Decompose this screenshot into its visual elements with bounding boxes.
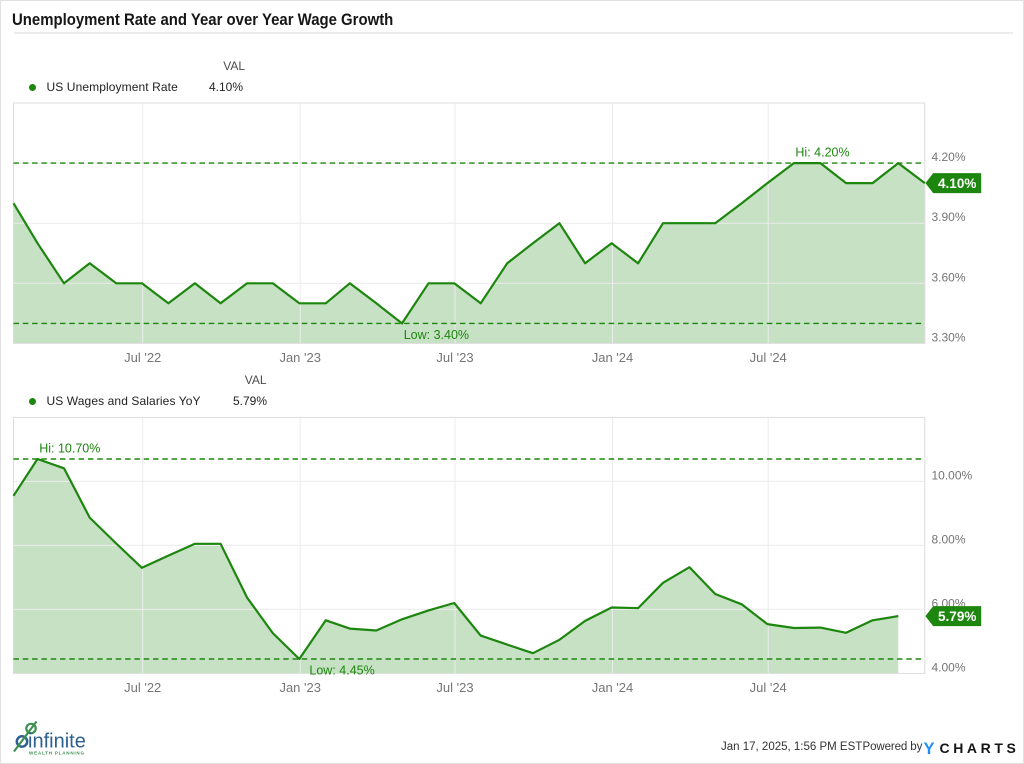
svg-text:Hi: 4.20%: Hi: 4.20% xyxy=(795,146,849,160)
svg-text:Hi: 10.70%: Hi: 10.70% xyxy=(39,442,100,456)
svg-text:4.00%: 4.00% xyxy=(932,660,966,674)
svg-text:8.00%: 8.00% xyxy=(932,532,966,546)
svg-text:10.00%: 10.00% xyxy=(932,468,973,482)
svg-text:Jan '23: Jan '23 xyxy=(279,680,321,695)
svg-text:3.60%: 3.60% xyxy=(932,270,966,284)
svg-text:5.79%: 5.79% xyxy=(938,609,976,624)
svg-text:3.30%: 3.30% xyxy=(932,330,966,344)
svg-text:Jul '24: Jul '24 xyxy=(750,350,787,365)
svg-text:Jul '22: Jul '22 xyxy=(124,350,161,365)
svg-text:Jul '23: Jul '23 xyxy=(436,350,473,365)
svg-text:4.10%: 4.10% xyxy=(938,176,976,191)
svg-text:Low: 4.45%: Low: 4.45% xyxy=(309,664,374,678)
svg-text:Jul '23: Jul '23 xyxy=(436,680,473,695)
svg-text:4.20%: 4.20% xyxy=(932,150,966,164)
svg-text:infinite: infinite xyxy=(28,731,86,753)
svg-text:Low: 3.40%: Low: 3.40% xyxy=(404,328,469,342)
svg-text:3.90%: 3.90% xyxy=(932,210,966,224)
svg-text:Jan '23: Jan '23 xyxy=(279,350,321,365)
svg-text:Jul '22: Jul '22 xyxy=(124,680,161,695)
svg-text:Jan '24: Jan '24 xyxy=(592,680,634,695)
svg-text:Jan '24: Jan '24 xyxy=(592,350,634,365)
svg-text:Jul '24: Jul '24 xyxy=(750,680,787,695)
svg-text:WEALTH PLANNING: WEALTH PLANNING xyxy=(29,751,85,756)
